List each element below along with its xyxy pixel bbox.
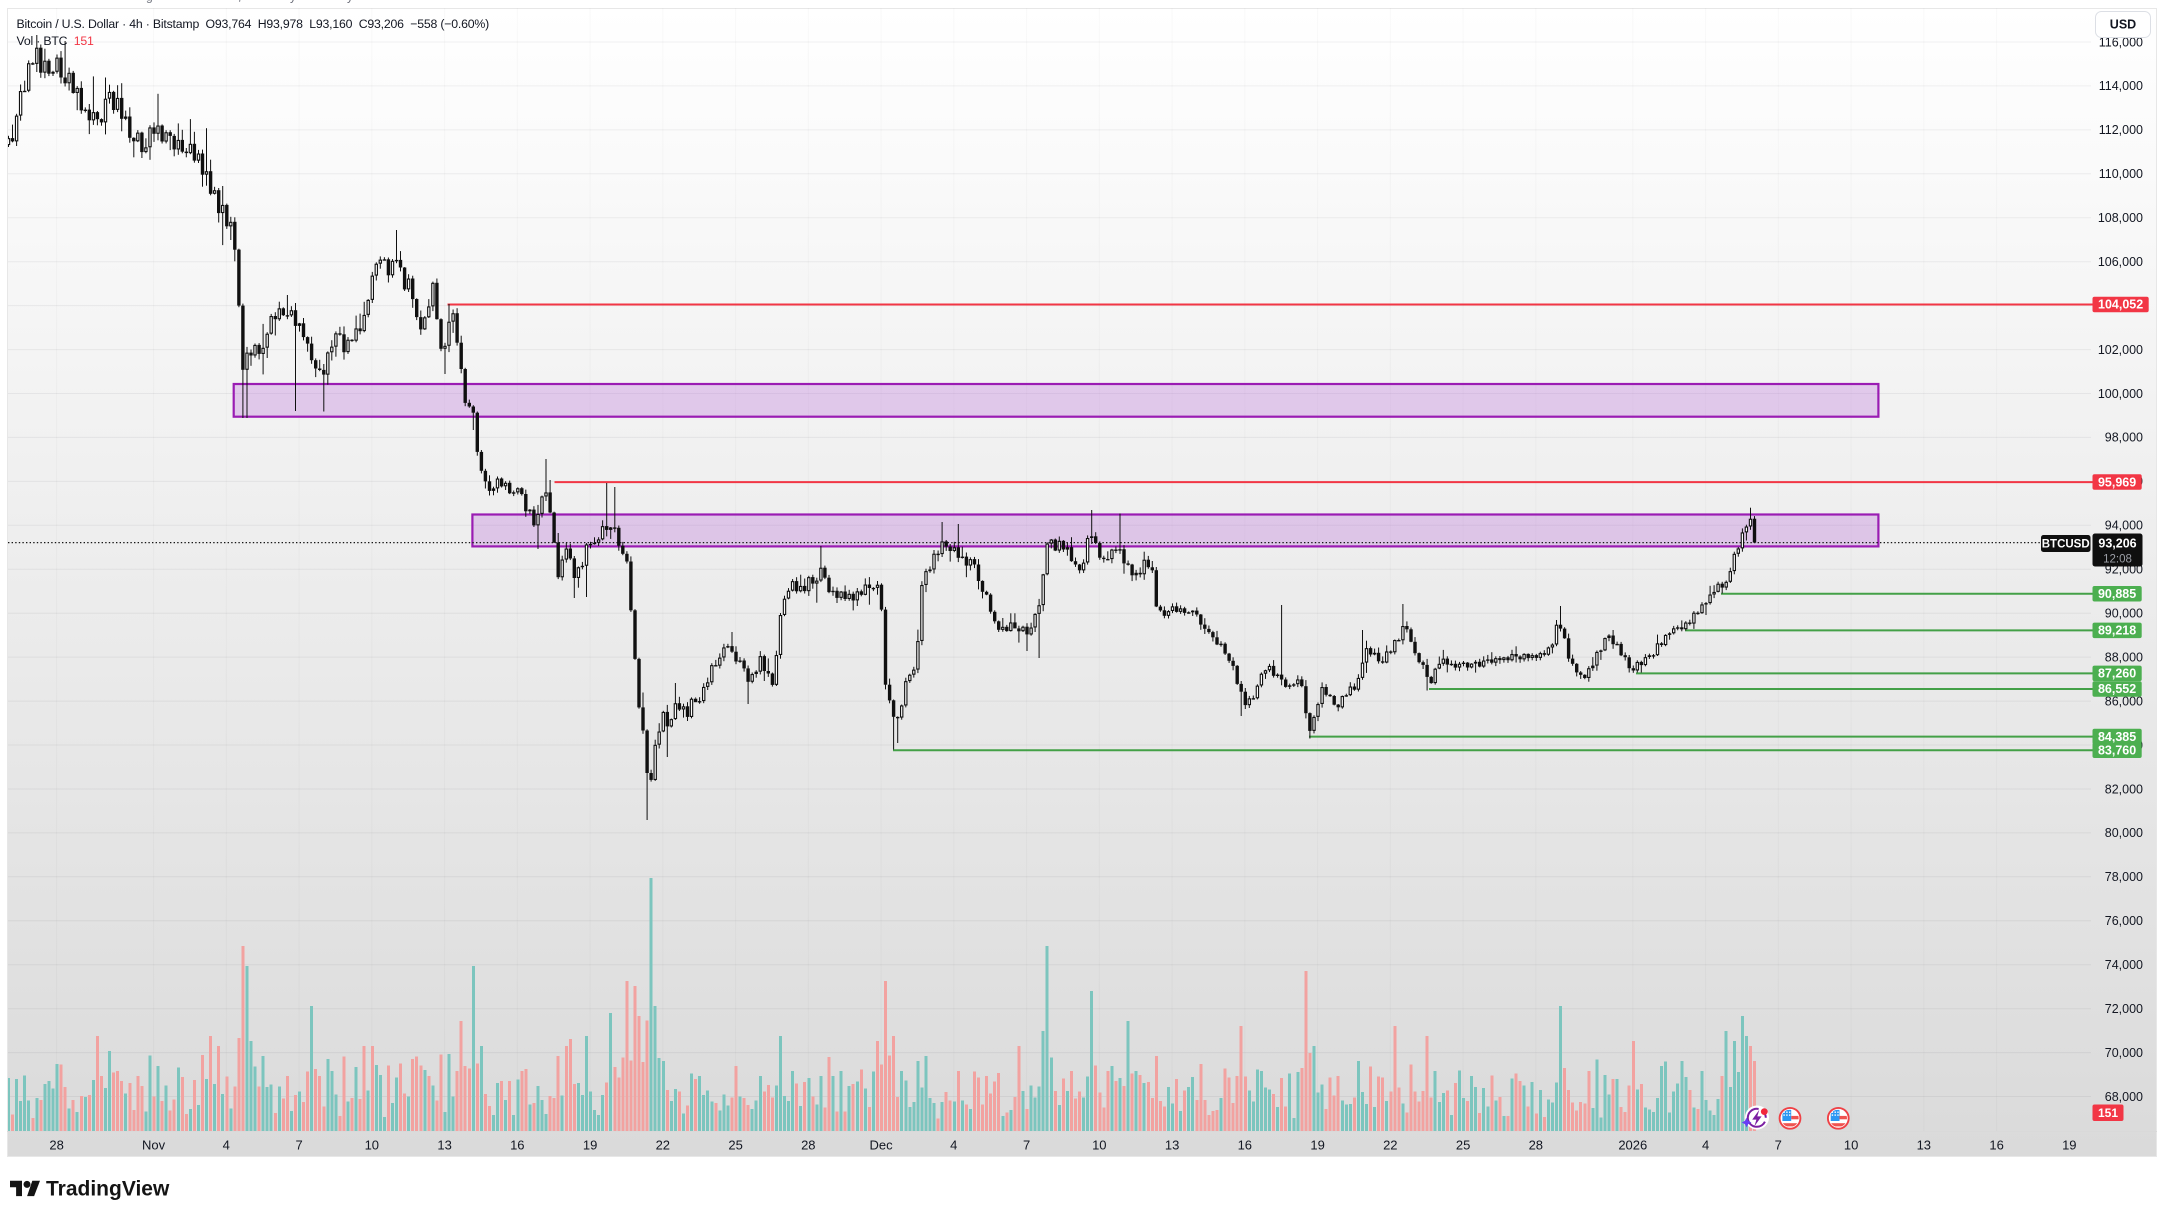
- svg-text:Bitcoin / U.S. Dollar · 4h · B: Bitcoin / U.S. Dollar · 4h · Bitstamp O9…: [17, 17, 490, 31]
- svg-text:84,385: 84,385: [2098, 730, 2136, 744]
- svg-text:95,969: 95,969: [2098, 475, 2136, 489]
- svg-text:4: 4: [223, 1138, 230, 1153]
- svg-text:82,000: 82,000: [2105, 782, 2143, 796]
- svg-text:y: y: [347, 0, 353, 4]
- svg-text:19: 19: [2062, 1138, 2076, 1153]
- svg-text:22: 22: [1383, 1138, 1397, 1153]
- svg-text:TradingView: TradingView: [46, 1178, 170, 1201]
- svg-text:16: 16: [510, 1138, 524, 1153]
- svg-text:12:08: 12:08: [2103, 554, 2132, 566]
- svg-text:28: 28: [49, 1138, 63, 1153]
- svg-text:106,000: 106,000: [2098, 255, 2143, 269]
- svg-text:4: 4: [950, 1138, 957, 1153]
- svg-text:25: 25: [1456, 1138, 1470, 1153]
- svg-text:10: 10: [1092, 1138, 1106, 1153]
- svg-text:10: 10: [365, 1138, 379, 1153]
- svg-text:68,000: 68,000: [2105, 1090, 2143, 1104]
- svg-text:100,000: 100,000: [2098, 387, 2143, 401]
- svg-text:USD: USD: [2110, 18, 2136, 32]
- svg-text:28: 28: [801, 1138, 815, 1153]
- svg-text:10: 10: [1844, 1138, 1858, 1153]
- svg-text:,: ,: [238, 0, 241, 4]
- svg-text:7: 7: [295, 1138, 302, 1153]
- svg-text:BTCUSD: BTCUSD: [2042, 539, 2090, 551]
- svg-text:83,760: 83,760: [2098, 744, 2136, 758]
- svg-text:16: 16: [1989, 1138, 2003, 1153]
- svg-text:98,000: 98,000: [2105, 431, 2143, 445]
- svg-text:13: 13: [1917, 1138, 1931, 1153]
- svg-text:151: 151: [2098, 1106, 2118, 1120]
- svg-text:104,052: 104,052: [2098, 298, 2143, 312]
- svg-text:80,000: 80,000: [2105, 826, 2143, 840]
- svg-text:78,000: 78,000: [2105, 870, 2143, 884]
- svg-text:y: y: [290, 0, 296, 4]
- svg-text:90,885: 90,885: [2098, 587, 2136, 601]
- svg-text:70,000: 70,000: [2105, 1046, 2143, 1060]
- svg-text:28: 28: [1529, 1138, 1543, 1153]
- svg-text:13: 13: [1165, 1138, 1179, 1153]
- svg-text:2026: 2026: [1618, 1138, 1647, 1153]
- svg-text:87,260: 87,260: [2098, 667, 2136, 681]
- svg-text:94,000: 94,000: [2105, 519, 2143, 533]
- svg-text:112,000: 112,000: [2099, 123, 2143, 137]
- svg-text:7: 7: [1775, 1138, 1782, 1153]
- svg-text:Nov: Nov: [142, 1138, 166, 1153]
- svg-text:86,552: 86,552: [2098, 682, 2136, 696]
- svg-text:110,000: 110,000: [2099, 167, 2143, 181]
- svg-text:7: 7: [1023, 1138, 1030, 1153]
- svg-text:Vol · BTC 151: Vol · BTC 151: [17, 34, 95, 48]
- svg-text:114,000: 114,000: [2099, 79, 2143, 93]
- svg-text:108,000: 108,000: [2098, 211, 2143, 225]
- svg-text:Dec: Dec: [870, 1138, 894, 1153]
- svg-text:76,000: 76,000: [2105, 914, 2143, 928]
- svg-text:72,000: 72,000: [2105, 1002, 2143, 1016]
- svg-text:13: 13: [437, 1138, 451, 1153]
- svg-text:102,000: 102,000: [2098, 343, 2143, 357]
- svg-text:90,000: 90,000: [2105, 607, 2143, 621]
- svg-text:93,206: 93,206: [2098, 537, 2136, 551]
- svg-text:4: 4: [1702, 1138, 1709, 1153]
- svg-text:25: 25: [728, 1138, 742, 1153]
- svg-text:74,000: 74,000: [2105, 958, 2143, 972]
- svg-text:16: 16: [1238, 1138, 1252, 1153]
- svg-text:g: g: [146, 0, 153, 4]
- svg-text:19: 19: [1310, 1138, 1324, 1153]
- svg-text:19: 19: [583, 1138, 597, 1153]
- svg-text:89,218: 89,218: [2098, 624, 2136, 638]
- svg-text:22: 22: [656, 1138, 670, 1153]
- svg-text:88,000: 88,000: [2105, 650, 2143, 664]
